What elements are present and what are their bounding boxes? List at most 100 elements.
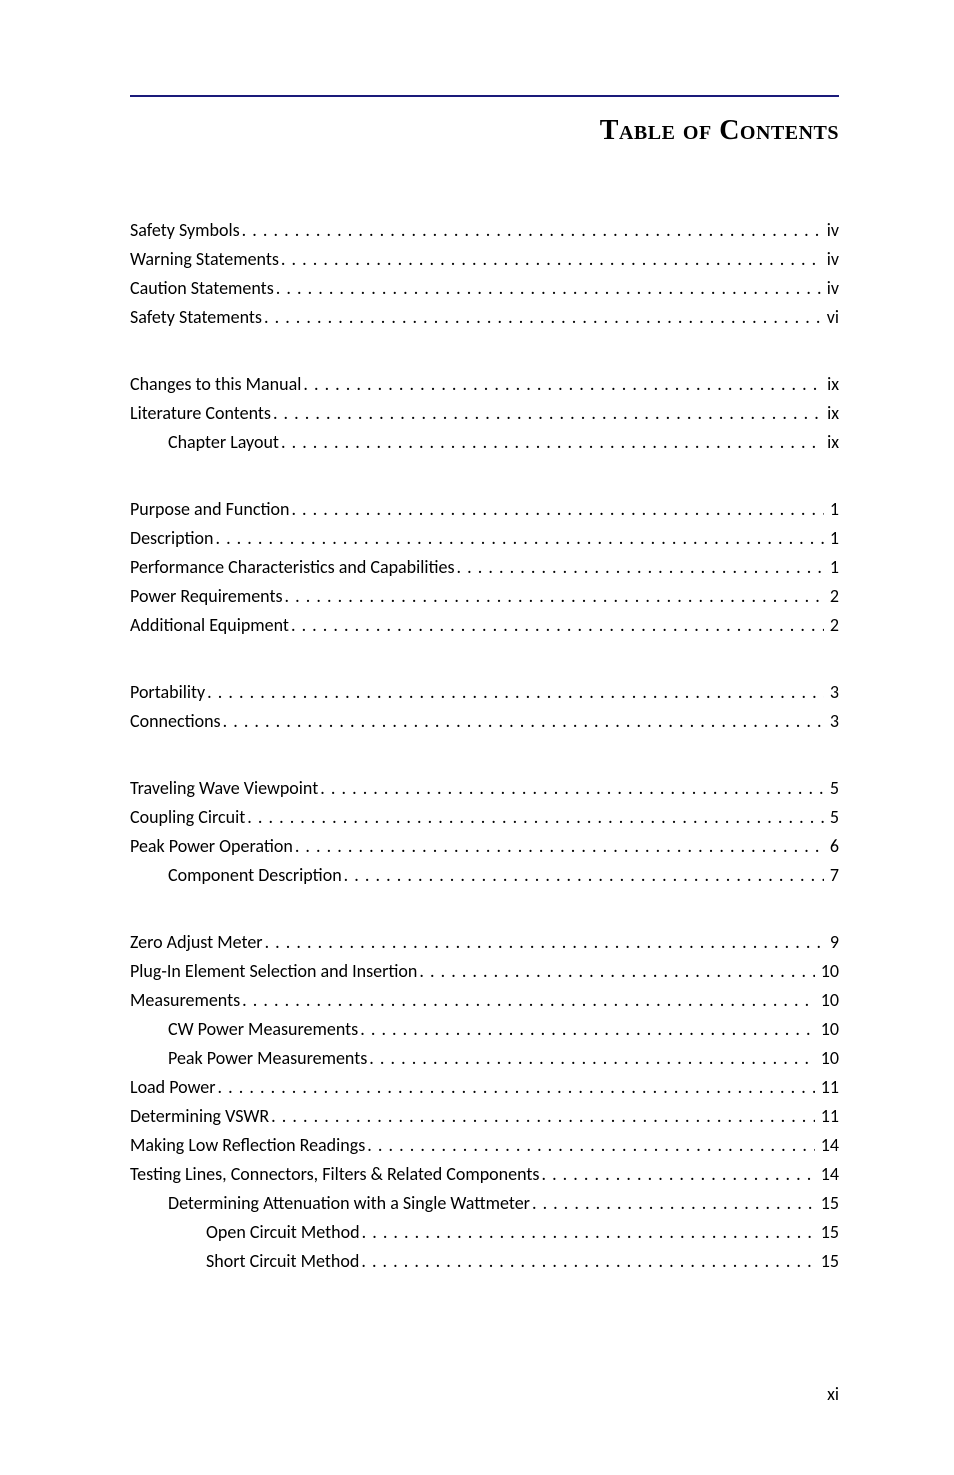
- toc-dots: [303, 371, 821, 398]
- toc-entry-label: Caution Statements: [130, 275, 274, 302]
- toc-entry: Component Description 7: [130, 862, 839, 889]
- toc-entry-page: 1: [826, 554, 839, 581]
- toc-dots: [285, 583, 824, 610]
- toc-entry-page: 10: [817, 958, 839, 985]
- toc-dots: [281, 246, 821, 273]
- toc-entry: Connections 3: [130, 708, 839, 735]
- toc-entry-page: 3: [826, 708, 839, 735]
- toc-dots: [247, 804, 824, 831]
- toc-dots: [218, 1074, 815, 1101]
- page-container: Table of Contents Safety Symbols ivWarni…: [0, 0, 954, 1275]
- toc-body: Safety Symbols ivWarning Statements ivCa…: [130, 217, 839, 1275]
- toc-entry-page: 14: [817, 1161, 839, 1188]
- toc-dots: [344, 862, 824, 889]
- toc-entry-page: 15: [817, 1219, 839, 1246]
- toc-entry: Determining VSWR 11: [130, 1103, 839, 1130]
- toc-dots: [271, 1103, 815, 1130]
- toc-dots: [276, 275, 821, 302]
- toc-entry: Testing Lines, Connectors, Filters & Rel…: [130, 1161, 839, 1188]
- toc-entry-page: 3: [826, 679, 839, 706]
- toc-entry-page: ix: [823, 429, 839, 456]
- header-rule: [130, 95, 839, 97]
- toc-entry-page: 5: [826, 775, 839, 802]
- toc-entry: Caution Statements iv: [130, 275, 839, 302]
- toc-entry-page: ix: [823, 400, 839, 427]
- toc-entry-label: Making Low Reflection Readings: [130, 1132, 365, 1159]
- toc-section: Zero Adjust Meter 9Plug-In Element Selec…: [130, 929, 839, 1275]
- page-title: Table of Contents: [130, 115, 839, 147]
- toc-entry: Load Power 11: [130, 1074, 839, 1101]
- toc-entry: Making Low Reflection Readings 14: [130, 1132, 839, 1159]
- toc-entry: Warning Statements iv: [130, 246, 839, 273]
- toc-dots: [360, 1016, 815, 1043]
- toc-entry: Safety Symbols iv: [130, 217, 839, 244]
- toc-section: Traveling Wave Viewpoint 5Coupling Circu…: [130, 775, 839, 889]
- toc-dots: [361, 1248, 814, 1275]
- toc-entry: Measurements 10: [130, 987, 839, 1014]
- toc-dots: [291, 496, 823, 523]
- toc-entry-label: Portability: [130, 679, 205, 706]
- toc-dots: [207, 679, 824, 706]
- toc-entry: Portability 3: [130, 679, 839, 706]
- toc-entry-label: Performance Characteristics and Capabili…: [130, 554, 455, 581]
- toc-entry-label: Determining Attenuation with a Single Wa…: [168, 1190, 530, 1217]
- toc-entry: Chapter Layout ix: [130, 429, 839, 456]
- toc-dots: [532, 1190, 815, 1217]
- toc-dots: [215, 525, 823, 552]
- toc-entry-page: iv: [823, 275, 839, 302]
- toc-entry-label: Plug-In Element Selection and Insertion: [130, 958, 417, 985]
- toc-dots: [541, 1161, 814, 1188]
- toc-entry: Short Circuit Method 15: [130, 1248, 839, 1275]
- toc-entry: Plug-In Element Selection and Insertion …: [130, 958, 839, 985]
- toc-entry-label: Coupling Circuit: [130, 804, 245, 831]
- toc-entry-label: Peak Power Operation: [130, 833, 293, 860]
- toc-entry: CW Power Measurements 10: [130, 1016, 839, 1043]
- toc-entry-page: 5: [826, 804, 839, 831]
- toc-entry-page: vi: [823, 304, 839, 331]
- toc-dots: [242, 987, 815, 1014]
- toc-entry-page: 1: [826, 525, 839, 552]
- toc-dots: [320, 775, 824, 802]
- toc-dots: [264, 304, 821, 331]
- toc-entry: Power Requirements 2: [130, 583, 839, 610]
- toc-entry-label: CW Power Measurements: [168, 1016, 358, 1043]
- toc-entry-label: Chapter Layout: [168, 429, 279, 456]
- toc-entry-page: 11: [817, 1103, 839, 1130]
- toc-entry-label: Testing Lines, Connectors, Filters & Rel…: [130, 1161, 539, 1188]
- toc-entry-label: Traveling Wave Viewpoint: [130, 775, 318, 802]
- toc-dots: [223, 708, 824, 735]
- toc-entry: Purpose and Function 1: [130, 496, 839, 523]
- toc-entry-page: iv: [823, 246, 839, 273]
- toc-entry: Determining Attenuation with a Single Wa…: [130, 1190, 839, 1217]
- toc-entry-page: 7: [826, 862, 839, 889]
- toc-entry-label: Warning Statements: [130, 246, 279, 273]
- toc-entry-page: 11: [817, 1074, 839, 1101]
- toc-section: Safety Symbols ivWarning Statements ivCa…: [130, 217, 839, 331]
- toc-entry-label: Connections: [130, 708, 221, 735]
- toc-entry: Coupling Circuit 5: [130, 804, 839, 831]
- toc-dots: [419, 958, 814, 985]
- toc-entry-label: Safety Statements: [130, 304, 262, 331]
- toc-entry-label: Safety Symbols: [130, 217, 240, 244]
- toc-entry-label: Determining VSWR: [130, 1103, 269, 1130]
- toc-dots: [369, 1045, 814, 1072]
- toc-entry: Open Circuit Method 15: [130, 1219, 839, 1246]
- toc-section: Changes to this Manual ix Literature Cont…: [130, 371, 839, 456]
- toc-entry-label: Changes to this Manual: [130, 371, 301, 398]
- toc-dots: [273, 400, 821, 427]
- toc-entry: Peak Power Operation 6: [130, 833, 839, 860]
- toc-section: Portability 3Connections 3: [130, 679, 839, 735]
- toc-entry-label: Load Power: [130, 1074, 216, 1101]
- toc-entry: Description 1: [130, 525, 839, 552]
- toc-entry-label: Description: [130, 525, 213, 552]
- page-number: xi: [827, 1383, 839, 1405]
- toc-entry: Safety Statements vi: [130, 304, 839, 331]
- toc-entry-page: 10: [817, 1016, 839, 1043]
- toc-dots: [265, 929, 824, 956]
- toc-entry-label: Literature Contents: [130, 400, 271, 427]
- toc-entry-page: 6: [826, 833, 839, 860]
- toc-entry-label: Open Circuit Method: [206, 1219, 360, 1246]
- toc-dots: [242, 217, 821, 244]
- toc-entry-page: 1: [826, 496, 839, 523]
- toc-dots: [367, 1132, 815, 1159]
